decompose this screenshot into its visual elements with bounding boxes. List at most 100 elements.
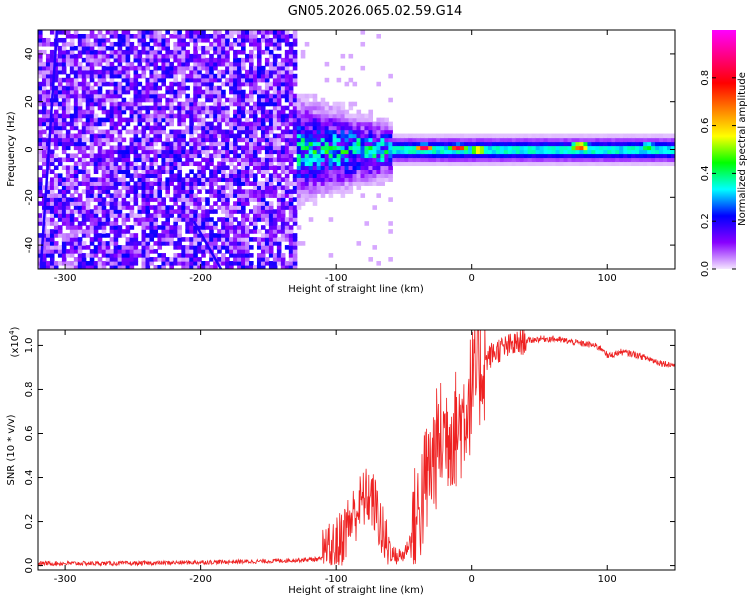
spectrogram-cell [121, 153, 127, 159]
spectrogram-cell [288, 57, 294, 63]
spectrogram-cell [631, 145, 636, 151]
spectrogram-cell [256, 73, 262, 79]
spectrogram-cell [125, 53, 131, 59]
spectrogram-cell [400, 141, 405, 147]
spectrogram-cell [292, 237, 298, 242]
spectrogram-cell [157, 165, 163, 171]
spectrogram-cell [436, 133, 441, 139]
spectrogram-cell [460, 145, 465, 151]
spectrogram-cell [288, 245, 294, 250]
spectrogram-cell [197, 45, 202, 51]
spectrogram-cell [177, 145, 182, 151]
spectrogram-cell [153, 233, 159, 238]
spectrogram-cell [304, 149, 310, 155]
spectrogram-cell [93, 113, 99, 119]
spectrogram-cell [320, 153, 326, 159]
spectrogram-cell [651, 153, 656, 159]
spectrogram-cell [252, 137, 258, 143]
spectrogram-cell [348, 189, 354, 194]
spectrogram-cell [272, 125, 278, 131]
spectrogram-cell [61, 185, 67, 190]
spectrogram-cell [296, 165, 302, 171]
spectrogram-cell [105, 181, 111, 186]
spectrogram-cell [69, 117, 75, 123]
spectrogram-cell [229, 241, 234, 246]
spectrogram-cell [671, 149, 675, 155]
spectrogram-cell [268, 229, 274, 234]
spectrogram-cell [189, 109, 194, 115]
spectrogram-cell [105, 141, 111, 147]
spectrogram-cell [193, 113, 198, 119]
spectrogram-cell [272, 233, 278, 238]
spectrogram-cell [193, 241, 198, 246]
spectrogram-cell [280, 77, 286, 83]
spectrogram-cell [185, 53, 190, 59]
spectrogram-cell [153, 153, 159, 159]
spectrogram-cell [209, 153, 214, 159]
spectrogram-cell [241, 233, 246, 238]
spectrogram-cell [65, 145, 71, 151]
spectrogram-cell [348, 161, 354, 167]
spectrogram-cell [89, 249, 95, 254]
spectrogram-cell [344, 81, 350, 87]
spectrogram-cell [177, 165, 182, 171]
spectrogram-cell [137, 113, 143, 119]
y-tick-label: 0.4 [24, 470, 35, 486]
spectrogram-cell [256, 165, 262, 171]
spectrogram-cell [97, 30, 103, 35]
spectrogram-cell [276, 145, 282, 151]
spectrogram-cell [384, 165, 389, 171]
spectrogram-cell [300, 173, 306, 178]
spectrogram-cell [245, 125, 250, 131]
spectrogram-cell [113, 105, 119, 111]
spectrogram-cell [444, 137, 449, 143]
spectrogram-cell [225, 157, 230, 163]
spectrogram-cell [213, 201, 218, 206]
spectrogram-cell [663, 149, 668, 155]
spectrogram-cell [149, 113, 155, 119]
spectrogram-cell [89, 30, 95, 35]
spectrogram-cell [388, 125, 393, 131]
spectrogram-cell [181, 77, 186, 83]
spectrogram-cell [121, 229, 127, 234]
spectrogram-cell [213, 225, 218, 230]
spectrogram-cell [635, 133, 640, 139]
spectrogram-cell [611, 145, 616, 151]
spectrogram-cell [109, 145, 115, 151]
spectrogram-cell [360, 30, 366, 35]
spectrogram-cell [85, 93, 91, 99]
spectrogram-cell [197, 89, 202, 95]
spectrogram-cell [479, 153, 485, 159]
spectrogram-cell [272, 69, 278, 75]
spectrogram-cell [276, 101, 282, 107]
spectrogram-cell [324, 113, 330, 119]
spectrogram-cell [503, 137, 509, 143]
spectrogram-cell [89, 145, 95, 151]
spectrogram-cell [93, 229, 99, 234]
spectrogram-cell [667, 133, 672, 139]
spectrogram-cell [547, 145, 553, 151]
spectrogram-cell [256, 209, 262, 214]
spectrogram-cell [364, 137, 370, 143]
spectrogram-cell [376, 121, 381, 127]
spectrogram-cell [209, 145, 214, 151]
spectrogram-cell [157, 149, 163, 155]
spectrogram-cell [229, 213, 234, 218]
spectrogram-cell [45, 221, 51, 226]
spectrogram-cell [252, 69, 258, 75]
spectrogram-cell [340, 65, 346, 71]
spectrogram-cell [81, 157, 87, 163]
spectrogram-cell [193, 73, 198, 79]
spectrogram-cell [45, 37, 51, 43]
spectrogram-cell [272, 85, 278, 91]
spectrogram-cell [221, 69, 226, 75]
spectrogram-cell [452, 161, 457, 167]
spectrogram-cell [225, 149, 230, 155]
spectrogram-cell [61, 205, 67, 210]
spectrogram-cell [233, 37, 238, 43]
spectrogram-cell [607, 145, 612, 151]
spectrogram-cell [448, 157, 453, 163]
spectrogram-cell [77, 249, 83, 254]
x-tick-label: -100 [325, 574, 348, 585]
spectrogram-cell [241, 249, 246, 254]
